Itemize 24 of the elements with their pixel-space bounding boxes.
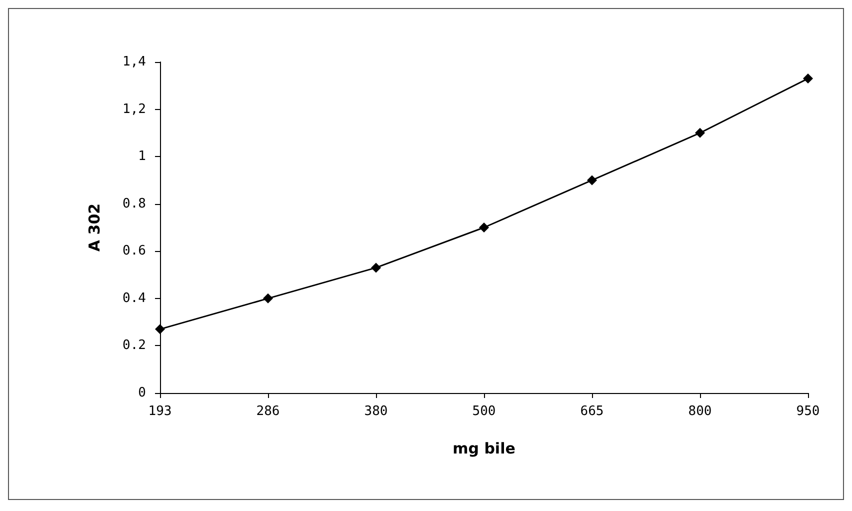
point — [371, 262, 381, 273]
point — [155, 324, 165, 334]
y-axis-title: A 302 — [86, 203, 104, 252]
point — [695, 128, 705, 138]
y-tick-label: 1,2 — [122, 102, 146, 117]
y-tick-label: 0.2 — [122, 338, 146, 354]
y-tick-label: 0 — [138, 386, 146, 400]
x-tick-label: 380 — [364, 404, 388, 419]
y-tick-label: 0.6 — [122, 244, 146, 259]
x-tick-label: 950 — [796, 404, 820, 419]
x-tick-label: 286 — [256, 404, 280, 419]
x-tick-label: 193 — [148, 404, 172, 419]
x-tick-label: 800 — [688, 404, 712, 419]
x-tick-label: 665 — [580, 404, 604, 419]
y-tick-label: 1,4 — [122, 54, 146, 70]
y-tick-label: 0.8 — [122, 196, 146, 212]
point — [803, 74, 813, 84]
y-tick-label: 0.4 — [122, 290, 146, 306]
point — [263, 293, 273, 304]
point — [587, 175, 597, 186]
y-tick-label: 1 — [138, 149, 146, 164]
x-tick-label: 500 — [472, 404, 496, 419]
point — [479, 222, 489, 232]
x-axis-title: mg bile — [452, 440, 516, 458]
